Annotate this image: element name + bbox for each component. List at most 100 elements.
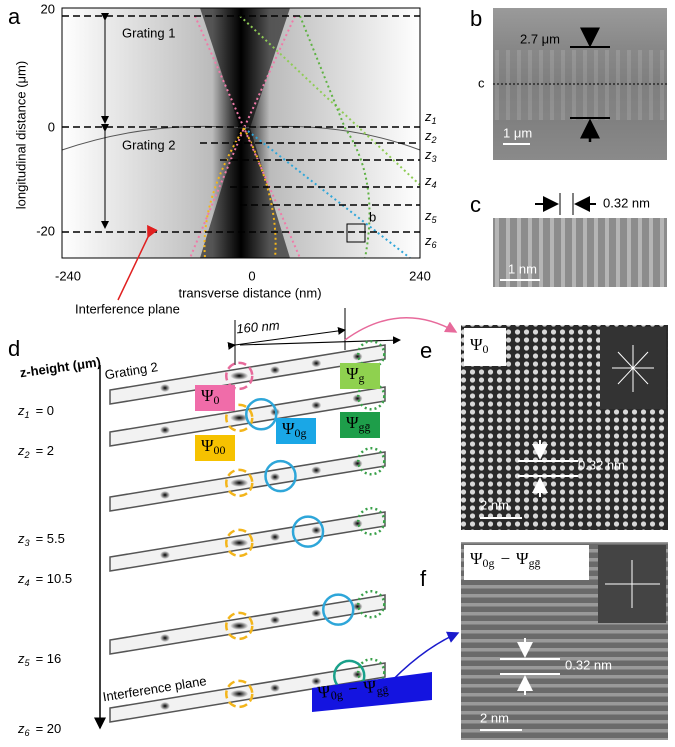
plane-label: z4 [424,173,437,190]
diffraction-spot [270,684,280,692]
width-label: 160 nm [236,318,281,337]
subscript: gḡ [529,556,541,570]
z-label: z3 = 5.5 [17,531,65,548]
operator: − [347,679,359,699]
yellow-ray [203,127,277,259]
scale-label: 2 nm [480,497,509,512]
beam-label: Ψ00 [201,436,225,457]
plane-label: z3 [424,147,437,164]
diffraction-spot [230,478,249,487]
annotation: Interference plane [75,301,180,316]
diffraction-spot [311,401,322,410]
beam-circle [357,507,386,536]
beam-label: Ψ0g [282,419,306,440]
symbol: z [424,147,432,162]
beam-circle [225,528,254,558]
grating-label: Grating 1 [122,25,175,40]
panel-label: c [470,192,481,217]
width-arrow [227,326,346,350]
frame [61,7,421,259]
symbol: z [424,173,432,188]
subscript: 0g [483,556,495,570]
diffraction-spot [230,621,249,630]
operator: − [500,549,510,568]
z-label: z4 = 10.5 [17,571,72,588]
beam-tag [340,363,380,389]
beam-circle [245,398,278,431]
difference-label: Ψ0g − Ψgḡ [470,549,541,570]
subscript: 3 [432,154,437,164]
scale-label: 1 nm [508,261,537,276]
tick-label: 0 [248,268,255,283]
diffraction-spot [270,616,280,624]
diffraction-spot [160,491,170,499]
diffraction-spot [160,384,170,392]
tick-label: 240 [409,268,431,283]
diffraction-spot [160,702,170,710]
diffraction-spot [270,533,280,541]
z-value: = 16 [36,651,62,666]
subscript: 0g [295,426,307,440]
cut-label: c [478,75,485,90]
plane-label: z2 [424,128,437,145]
symbol: z [424,109,432,124]
symbol: Ψ [363,677,378,697]
beam-circle [225,468,254,498]
symbol: z [424,233,432,248]
diffraction-spot [160,426,170,434]
z-label: z6 = 20 [17,721,61,738]
panel-label: f [420,566,427,591]
diffraction-spot [230,371,249,380]
symbol: Ψ [516,549,529,568]
symbol: Ψ [346,364,359,383]
beam-label: Ψgḡ [346,413,370,434]
symbol: Ψ [470,335,483,354]
symbol: z [17,651,25,666]
beam-circle [225,361,254,391]
diffraction-spot [270,366,280,374]
spacing-label: 0.32 nm [565,657,612,672]
pink-ray [194,15,301,259]
beam-tag [195,435,235,461]
z-label: z2 = 2 [17,443,54,460]
subscript: 2 [431,135,437,145]
z-value: = 20 [36,721,62,736]
beam-label: Ψ0 [470,335,489,356]
symbol: Ψ [282,419,295,438]
diffraction-spot [160,634,170,642]
fringe-texture [493,50,667,120]
subscript: 2 [24,450,30,460]
beam-circle [322,593,355,626]
tick-label: -240 [55,268,81,283]
scale-label: 2 nm [480,710,509,725]
subscript: 6 [25,728,31,738]
z-value: = 0 [36,403,54,418]
beam-tag [276,418,316,444]
beam-circle [225,403,254,433]
transverse-arrow [239,336,401,346]
diffraction-spot [311,359,322,368]
diffraction-spot [311,466,322,475]
symbol: Ψ [317,682,332,702]
scale-label: 1 μm [503,125,532,140]
spacing-label: 0.32 nm [603,195,650,210]
subscript: 0g [330,687,343,702]
z-value: = 5.5 [36,531,65,546]
panel-label: a [8,4,21,29]
beam-label: Ψ0 [201,386,220,407]
plane-label: z1 [424,109,437,126]
spacing-arrows [517,440,548,695]
subscript: 00 [214,443,226,457]
label-box [464,328,506,366]
subscript: gḡ [359,420,371,434]
difference-label: Ψ0g − Ψgḡ [317,676,389,704]
spacing-label: 0.32 nm [578,457,625,472]
subscript: 5 [25,658,31,668]
beam-circle [291,515,325,548]
tick-label: 0 [48,119,55,134]
panel-label: b [470,6,482,31]
spacing-markers [480,460,578,731]
symbol: z [17,721,25,736]
diffraction-spot [270,473,280,481]
subscript: 1 [432,116,437,126]
